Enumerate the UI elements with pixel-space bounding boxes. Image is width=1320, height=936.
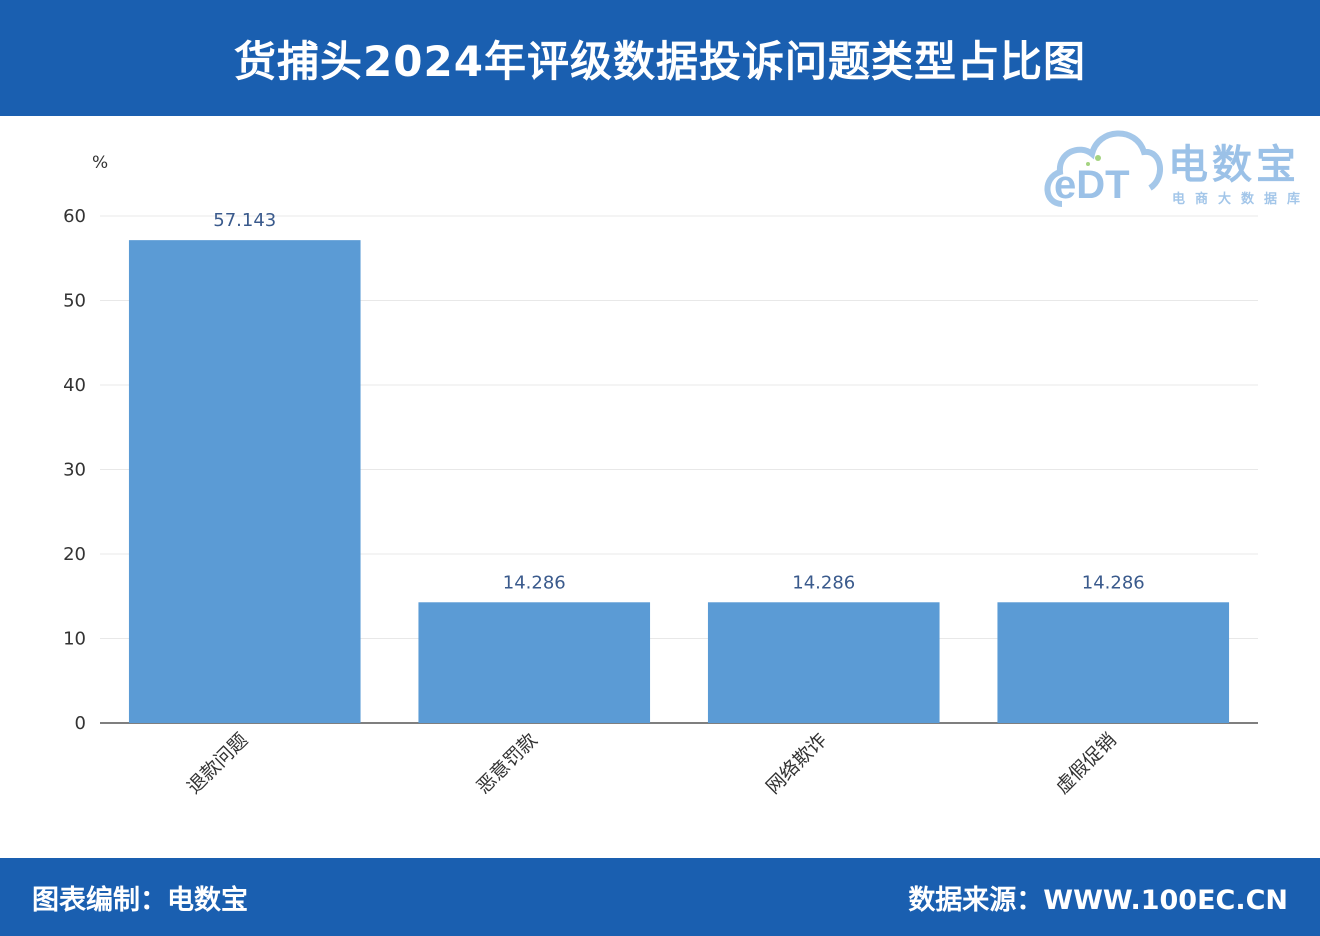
x-category-label: 恶意罚款: [472, 729, 541, 798]
y-tick-label: 10: [63, 629, 86, 650]
cloud-logo-icon: eDT: [1044, 130, 1163, 207]
footer-banner: 图表编制：电数宝 数据来源：WWW.100EC.CN: [0, 858, 1320, 936]
y-tick-label: 30: [63, 460, 86, 481]
footer-credit: 图表编制：电数宝: [32, 884, 248, 916]
y-tick-label: 50: [63, 291, 86, 312]
footer-source: 数据来源：WWW.100EC.CN: [908, 884, 1288, 916]
x-category-label: 虚假促销: [1051, 729, 1120, 798]
bar-value-label: 14.286: [792, 572, 855, 593]
bar: [418, 602, 651, 723]
bar: [128, 240, 361, 723]
bar-value-label: 57.143: [213, 210, 276, 231]
watermark-name: 电数宝: [1168, 142, 1300, 188]
y-tick-label: 0: [75, 713, 86, 734]
x-category-label: 退款问题: [183, 729, 252, 798]
page-title: 货捕头2024年评级数据投诉问题类型占比图: [234, 36, 1086, 86]
y-tick-label: 40: [63, 375, 86, 396]
watermark-logo: eDT 电数宝 电商大数据库: [1040, 108, 1312, 212]
y-tick-label: 60: [63, 206, 86, 227]
bar-value-label: 14.286: [503, 572, 566, 593]
bar-layer: [128, 240, 1230, 723]
bar-chart: % 0 10 20 30 40 50 60 57.143 退款问题 14.286 恶意罚款 14.2…: [63, 153, 1258, 798]
y-axis-unit-label: %: [92, 153, 108, 173]
bar-value-label: 14.286: [1082, 572, 1145, 593]
bar: [707, 602, 940, 723]
y-tick-label: 20: [63, 544, 86, 565]
watermark-logo-text: eDT: [1054, 163, 1130, 207]
watermark-subtitle: 电商大数据库: [1172, 192, 1311, 207]
header-banner: 货捕头2024年评级数据投诉问题类型占比图: [0, 0, 1320, 116]
bar: [997, 602, 1230, 723]
x-category-label: 网络欺诈: [762, 729, 831, 798]
